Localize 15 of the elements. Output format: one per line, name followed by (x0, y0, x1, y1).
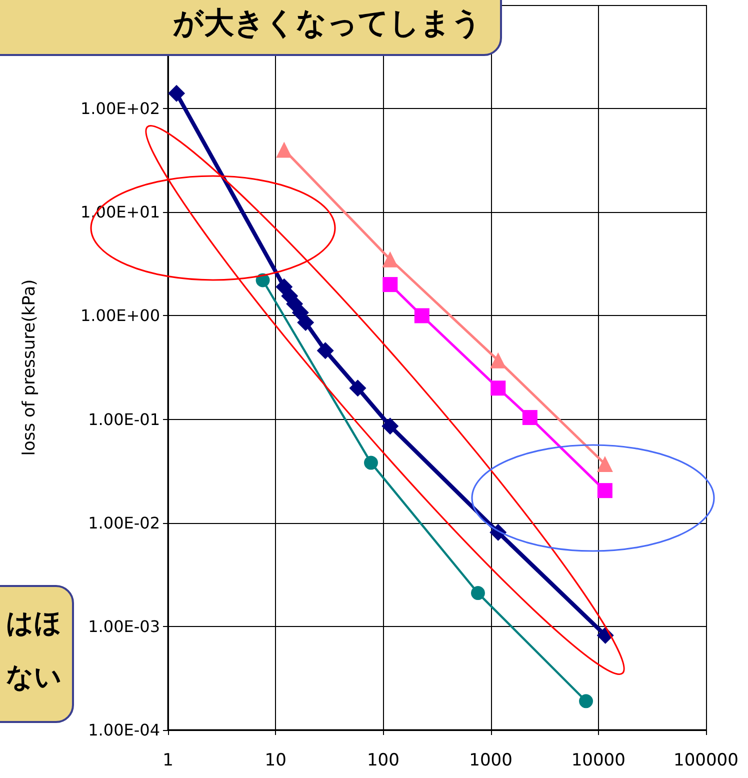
x-tick-label: 100000 (674, 750, 738, 770)
annotation: が大きくなってしまう (172, 5, 482, 43)
y-tick-label: 1.00E+02 (80, 99, 160, 118)
y-tick-label: 1.00E-02 (88, 513, 160, 532)
y-tick-label: 1.00E-03 (88, 616, 160, 636)
y-axis-title: loss of pressure(kPa) (20, 279, 40, 456)
y-tick-label: 1.00E-04 (88, 720, 160, 740)
x-tick-label: 10 (264, 750, 286, 770)
y-tick-label: 1.00E-01 (88, 410, 160, 429)
x-tick-label: 10000 (571, 750, 626, 770)
x-tick-label: 1000 (469, 750, 512, 770)
text: はほない (6, 607, 63, 695)
y-tick-label: 1.00E+00 (80, 306, 160, 326)
x-tick-label: 100 (366, 750, 400, 770)
x-tick-label: 1 (162, 750, 174, 770)
